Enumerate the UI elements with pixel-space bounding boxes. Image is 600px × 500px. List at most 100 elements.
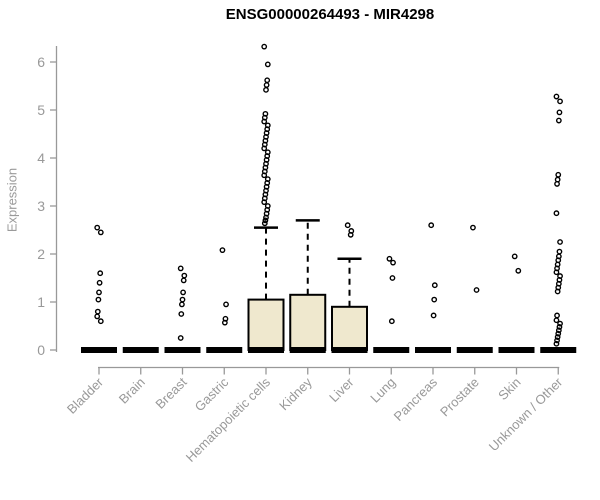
outlier-dot-skin	[515, 267, 522, 274]
outlier-dot-prostate	[473, 287, 480, 293]
outlier-dot-unknown-other	[553, 93, 560, 100]
chart-title: ENSG00000264493 - MIR4298	[225, 6, 435, 23]
outlier-dot-liver	[344, 222, 351, 229]
outlier-dot-pancreas	[431, 282, 438, 289]
x-tick-label-prostate: Prostate	[437, 375, 482, 420]
outlier-dot-hematopoietic-cells	[261, 145, 268, 152]
outlier-dot-unknown-other	[554, 181, 560, 187]
box-liver	[331, 305, 368, 351]
outlier-dot-unknown-other	[553, 340, 560, 347]
outlier-dot-unknown-other	[554, 337, 560, 344]
outlier-dot-hematopoietic-cells	[263, 82, 270, 88]
outlier-dot-hematopoietic-cells	[264, 61, 271, 68]
y-tick-label-6: 6	[37, 54, 45, 70]
outlier-dot-unknown-other	[556, 109, 563, 116]
outlier-dot-breast	[181, 272, 188, 279]
outlier-dot-unknown-other	[553, 269, 560, 276]
outlier-dot-breast	[180, 277, 187, 284]
outlier-dot-unknown-other	[557, 239, 563, 245]
outlier-dot-hematopoietic-cells	[263, 214, 269, 221]
outlier-dot-unknown-other	[556, 248, 563, 255]
y-tick-label-5: 5	[37, 102, 45, 118]
outlier-dot-pancreas	[428, 222, 435, 229]
x-tick-label-bladder: Bladder	[64, 374, 107, 417]
outlier-dot-unknown-other	[555, 117, 562, 124]
outlier-dot-bladder	[97, 270, 104, 277]
x-tick-label-skin: Skin	[495, 375, 523, 403]
outlier-dot-breast	[179, 296, 186, 303]
x-tick-label-gastric: Gastric	[192, 374, 232, 414]
y-tick-label-0: 0	[37, 342, 45, 358]
y-tick-label-4: 4	[37, 150, 45, 166]
outlier-dot-unknown-other	[555, 171, 562, 178]
outlier-dot-bladder	[96, 279, 103, 286]
outlier-dot-pancreas	[431, 296, 438, 303]
outlier-dot-bladder	[96, 289, 102, 296]
x-tick-label-brain: Brain	[116, 375, 148, 407]
median-bar-liver	[331, 347, 368, 353]
outlier-dot-hematopoietic-cells	[263, 86, 269, 93]
x-tick-label-breast: Breast	[152, 374, 189, 411]
outlier-dot-lung	[388, 318, 395, 325]
outlier-dot-hematopoietic-cells	[261, 118, 268, 125]
outlier-dot-lung	[390, 259, 396, 266]
median-bar-prostate	[456, 347, 493, 353]
x-tick-label-pancreas: Pancreas	[391, 374, 441, 424]
median-bar-unknown-other	[540, 347, 577, 353]
outlier-dot-hematopoietic-cells	[261, 43, 268, 50]
y-tick-label-2: 2	[37, 246, 45, 262]
outlier-dot-hematopoietic-cells	[264, 77, 271, 84]
outlier-dot-breast	[180, 289, 187, 296]
outlier-dot-unknown-other	[553, 210, 560, 217]
outlier-dot-breast	[177, 265, 184, 272]
y-tick-label-1: 1	[37, 294, 45, 310]
outlier-dot-skin	[511, 253, 518, 260]
outlier-dot-gastric	[219, 247, 226, 254]
median-bar-kidney	[289, 347, 326, 353]
outlier-dot-unknown-other	[555, 330, 562, 337]
outlier-dot-unknown-other	[557, 320, 563, 327]
median-bar-breast	[164, 347, 201, 353]
median-bar-pancreas	[415, 347, 451, 353]
x-tick-label-unknown-other: Unknown / Other	[486, 374, 566, 454]
outlier-dot-bladder	[95, 296, 102, 303]
median-bar-lung	[373, 347, 410, 353]
box-hematopoietic-cells	[247, 298, 285, 352]
median-bar-bladder	[81, 347, 117, 353]
outlier-dot-unknown-other	[556, 324, 563, 330]
outlier-dot-liver	[347, 231, 354, 238]
outlier-dot-gastric	[221, 319, 228, 326]
outlier-dot-unknown-other	[554, 288, 561, 295]
outlier-dot-bladder	[97, 229, 104, 236]
outlier-dot-hematopoietic-cells	[261, 172, 268, 179]
outlier-dot-prostate	[470, 224, 476, 231]
outlier-dot-bladder	[94, 313, 101, 320]
outlier-dot-bladder	[97, 318, 104, 325]
box-kidney	[289, 293, 327, 351]
outlier-dot-breast	[177, 335, 184, 341]
outlier-dot-unknown-other	[553, 317, 560, 324]
median-bar-gastric	[206, 347, 243, 353]
outlier-dot-unknown-other	[557, 98, 563, 105]
outlier-dot-bladder	[94, 308, 101, 315]
x-tick-label-liver: Liver	[326, 374, 357, 405]
outlier-dot-hematopoietic-cells	[262, 217, 269, 224]
x-tick-label-lung: Lung	[367, 375, 398, 406]
outlier-dot-unknown-other	[554, 312, 560, 319]
x-tick-label-kidney: Kidney	[276, 374, 315, 413]
outlier-dot-gastric	[223, 301, 229, 308]
outlier-dot-unknown-other	[555, 327, 562, 334]
y-tick-label-3: 3	[37, 198, 45, 214]
outlier-dot-pancreas	[430, 312, 437, 319]
outlier-dot-lung	[389, 275, 396, 281]
median-bar-skin	[498, 347, 535, 353]
outlier-dot-bladder	[94, 224, 101, 231]
median-bar-brain	[122, 347, 159, 353]
outlier-dot-breast	[178, 301, 185, 308]
outlier-dot-breast	[178, 311, 185, 317]
median-bar-hematopoietic-cells	[248, 347, 284, 353]
outlier-dot-hematopoietic-cells	[261, 199, 268, 206]
outlier-dot-lung	[386, 255, 393, 262]
